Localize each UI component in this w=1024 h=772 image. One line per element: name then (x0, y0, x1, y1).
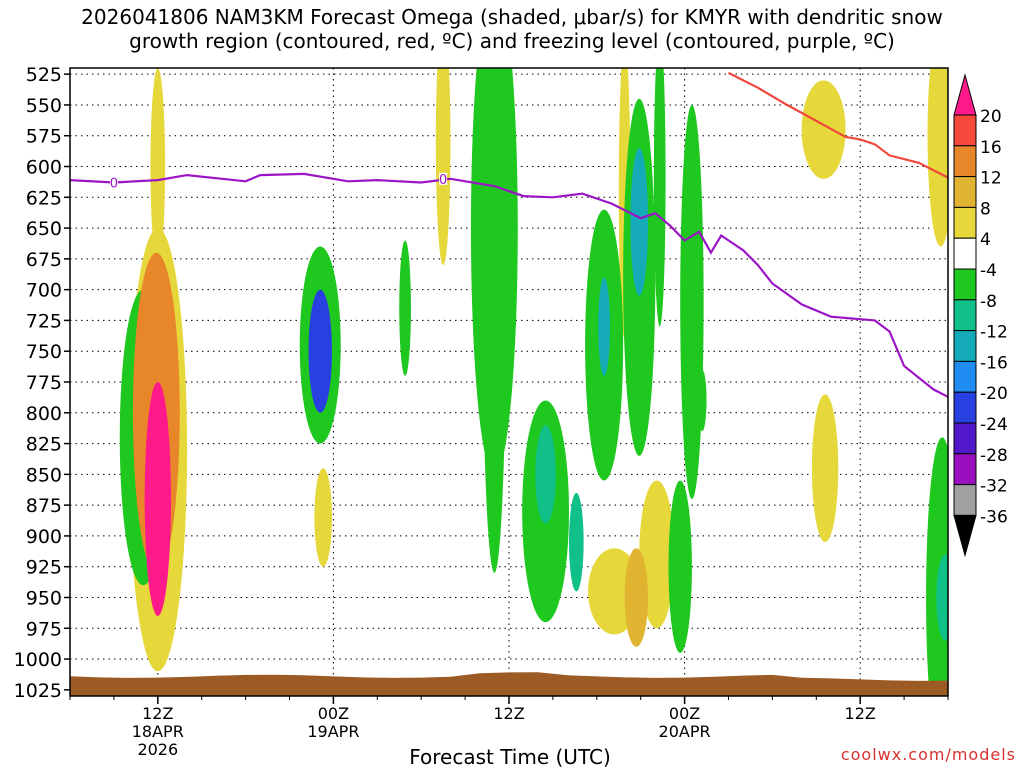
terrain-fill (70, 672, 948, 696)
colorbar-label: -8 (980, 292, 997, 312)
colorbar-top-arrow (953, 73, 977, 116)
y-tick-label: 975 (26, 618, 62, 640)
omega-blob (308, 289, 332, 413)
omega-blob (399, 240, 411, 376)
colorbar-label: -32 (980, 477, 1008, 497)
y-tick-label: 725 (26, 310, 62, 332)
y-tick-label: 550 (26, 95, 62, 117)
colorbar-label: 12 (980, 169, 1002, 189)
omega-blob (697, 369, 707, 432)
y-tick-label: 800 (26, 403, 62, 425)
colorbar-label: -24 (980, 415, 1008, 435)
freezing-label-bg (439, 172, 448, 185)
y-tick-label: 875 (26, 495, 62, 517)
colorbar-bottom-arrow (953, 514, 977, 558)
omega-blob (680, 104, 704, 499)
y-axis-ticks: 525 550 575 600 625 650 675 700 725 750 775 800 825 8… (14, 64, 70, 702)
y-tick-label: 1000 (14, 649, 62, 671)
colorbar-legend: 20 16 12 8 4 -4 -8 -12 -16 -20 -24 -28 -32 -36 (953, 73, 1008, 558)
y-tick-label: 950 (26, 587, 62, 609)
omega-blob (653, 68, 666, 327)
omega-shading (119, 68, 948, 696)
omega-blob (927, 68, 948, 247)
colorbar-label: -4 (980, 261, 997, 281)
omega-blob (624, 548, 649, 647)
omega-blob (811, 394, 839, 543)
y-tick-label: 675 (26, 249, 62, 271)
x-tick-label: 00Z (318, 704, 349, 723)
omega-blob (470, 68, 518, 475)
omega-blob (144, 382, 171, 616)
x-tick-label: 00Z (669, 704, 700, 723)
omega-blob (568, 492, 584, 592)
colorbar-swatch (953, 206, 977, 239)
omega-blob (150, 68, 166, 266)
y-tick-label: 925 (26, 557, 62, 579)
y-tick-label: 825 (26, 434, 62, 456)
x-tick-label: 19APR (307, 722, 359, 741)
colorbar-label: 20 (980, 107, 1002, 127)
terrain-surface (70, 672, 948, 696)
y-tick-label: 600 (26, 157, 62, 179)
chart-title-line1: 2026041806 NAM3KM Forecast Omega (shaded… (81, 5, 943, 29)
y-tick-label: 775 (26, 372, 62, 394)
x-tick-label: 12Z (493, 704, 524, 723)
freezing-level-label: 0 (110, 177, 118, 192)
freezing-level-label: 0 (439, 173, 447, 188)
x-tick-label: 2026 (137, 740, 178, 759)
y-tick-label: 625 (26, 187, 62, 209)
omega-blob (630, 148, 649, 296)
colorbar-swatch (953, 145, 977, 178)
x-tick-label: 12Z (142, 704, 173, 723)
omega-blob (936, 554, 948, 641)
colorbar-swatch (953, 330, 977, 362)
y-tick-label: 900 (26, 526, 62, 548)
colorbar-label: 16 (980, 138, 1002, 158)
colorbar-swatch (953, 299, 977, 332)
omega-blob (598, 277, 610, 376)
colorbar-swatch (953, 114, 977, 147)
y-tick-label: 525 (26, 64, 62, 86)
y-tick-label: 700 (26, 280, 62, 302)
colorbar-swatch (953, 237, 977, 270)
x-tick-label: 12Z (845, 704, 876, 723)
chart-title-line2: growth region (contoured, red, ºC) and f… (129, 29, 895, 53)
omega-blob (801, 80, 846, 179)
dgz-contour-line (728, 71, 948, 179)
y-tick-label: 850 (26, 464, 62, 486)
colorbar-label: -36 (980, 507, 1008, 527)
colorbar-swatch (953, 360, 977, 393)
omega-blob (435, 68, 451, 265)
omega-blob (314, 468, 332, 567)
freezing-level-line (70, 172, 948, 398)
colorbar-swatch (953, 176, 977, 208)
colorbar-swatch (953, 422, 977, 455)
colorbar-swatch (953, 484, 977, 516)
watermark: coolwx.com/models (841, 745, 1016, 764)
y-tick-label: 750 (26, 341, 62, 363)
omega-blob (535, 425, 556, 524)
omega-blob (668, 480, 692, 653)
colorbar-label: -16 (980, 353, 1008, 373)
omega-blob (639, 480, 675, 629)
colorbar-swatch (953, 268, 977, 301)
colorbar-swatch (953, 391, 977, 424)
y-tick-label: 1025 (14, 680, 62, 702)
colorbar-label: 8 (980, 199, 991, 219)
freezing-label-bg (109, 176, 118, 189)
x-axis-label: Forecast Time (UTC) (409, 745, 611, 768)
y-tick-label: 650 (26, 218, 62, 240)
colorbar-label: -28 (980, 446, 1008, 466)
x-tick-label: 18APR (132, 722, 184, 741)
y-tick-label: 575 (26, 126, 62, 148)
colorbar-label: -12 (980, 323, 1008, 343)
colorbar-label: -20 (980, 384, 1008, 404)
colorbar-swatch (953, 453, 977, 486)
colorbar-label: 4 (980, 230, 991, 250)
x-tick-label: 20APR (659, 722, 711, 741)
